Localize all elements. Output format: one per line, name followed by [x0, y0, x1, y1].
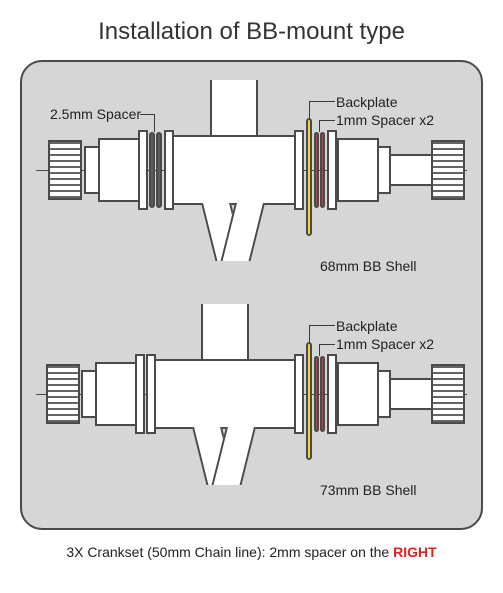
left-cup-body: [98, 138, 140, 202]
page-title: Installation of BB-mount type: [0, 18, 503, 46]
leader-backplate: [309, 325, 335, 326]
left-cup-nose: [84, 146, 100, 194]
right-spline-cap: [431, 364, 465, 424]
leader-right-spacer-v: [319, 120, 320, 132]
left-cup-nose: [81, 370, 97, 418]
label-backplate: Backplate: [336, 94, 397, 110]
label-backplate: Backplate: [336, 318, 397, 334]
caption-emphasis: RIGHT: [393, 544, 437, 560]
right-spacer-1: [314, 132, 319, 208]
diagram-panel: 2.5mm Spacer Backplate 1mm Spacer x2 68m…: [20, 60, 483, 530]
shell-rim-left: [146, 354, 156, 434]
right-spline-cap: [431, 140, 465, 200]
leader-left-spacer: [140, 114, 154, 115]
right-spacer-1: [314, 356, 319, 432]
assembly-73mm: Backplate 1mm Spacer x2 73mm BB Shell: [36, 304, 467, 514]
left-spacer-2: [156, 132, 162, 208]
shell-rim-right: [294, 354, 304, 434]
leader-backplate-v: [309, 325, 310, 343]
label-right-spacer: 1mm Spacer x2: [336, 336, 434, 352]
label-right-spacer: 1mm Spacer x2: [336, 112, 434, 128]
right-cup-flange: [327, 354, 337, 434]
leader-left-spacer-v: [154, 114, 155, 132]
label-left-spacer: 2.5mm Spacer: [50, 106, 141, 122]
shell-rim-right: [294, 130, 304, 210]
seat-tube: [201, 304, 249, 360]
left-spline-cap: [46, 364, 80, 424]
leader-backplate: [309, 101, 335, 102]
footer-caption: 3X Crankset (50mm Chain line): 2mm space…: [0, 544, 503, 560]
right-cup-flange: [327, 130, 337, 210]
seat-tube: [210, 80, 258, 136]
leader-right-spacer: [319, 120, 335, 121]
shell-rim-left: [164, 130, 174, 210]
spindle: [389, 378, 433, 410]
caption-text: 3X Crankset (50mm Chain line): 2mm space…: [66, 544, 393, 560]
leader-backplate-v: [309, 101, 310, 119]
right-cup-body: [337, 362, 379, 426]
assembly-68mm: 2.5mm Spacer Backplate 1mm Spacer x2 68m…: [36, 80, 467, 290]
right-spacer-2: [320, 356, 325, 432]
leader-right-spacer-v: [319, 344, 320, 356]
right-spacer-2: [320, 132, 325, 208]
left-spacer-1: [149, 132, 155, 208]
label-shell-73: 73mm BB Shell: [320, 482, 416, 498]
right-cup-body: [337, 138, 379, 202]
backplate: [306, 118, 312, 236]
bb-shell: [173, 135, 295, 205]
bb-shell: [155, 359, 295, 429]
label-shell-68: 68mm BB Shell: [320, 258, 416, 274]
spindle: [389, 154, 433, 186]
left-spline-cap: [48, 140, 82, 200]
leader-right-spacer: [319, 344, 335, 345]
backplate: [306, 342, 312, 460]
left-cup-body: [95, 362, 137, 426]
